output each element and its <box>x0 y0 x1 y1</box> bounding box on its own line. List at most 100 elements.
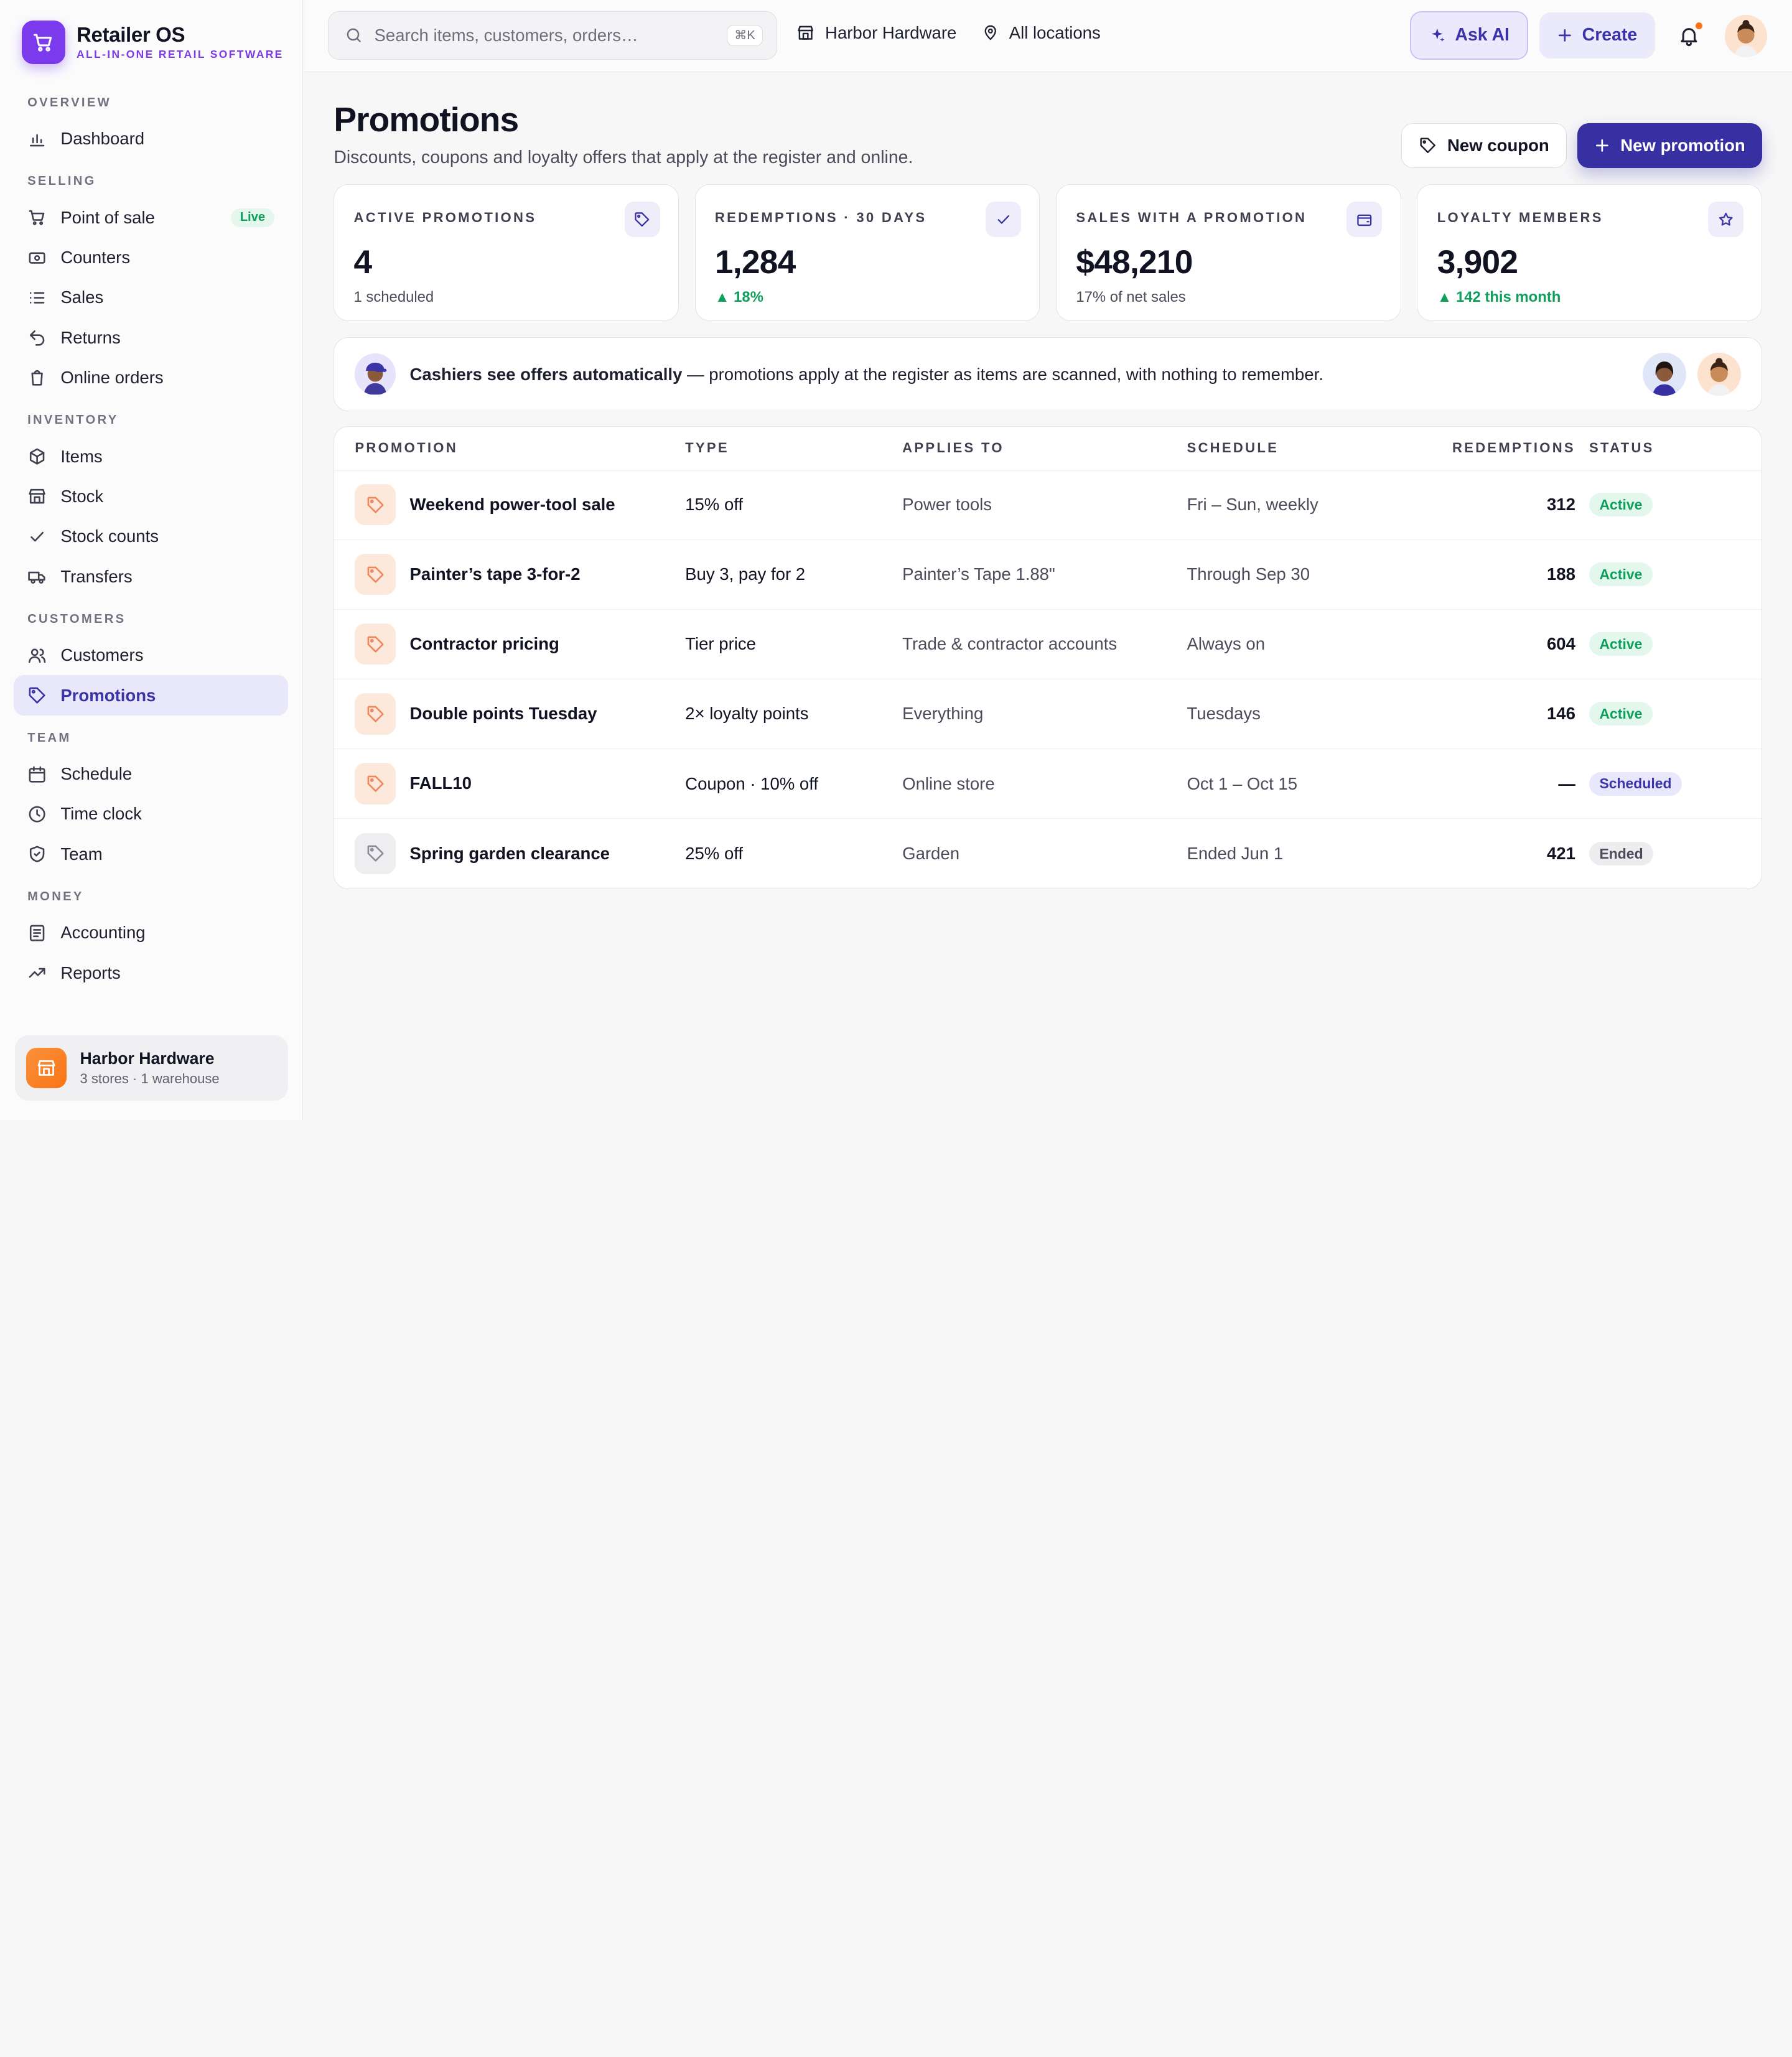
sidebar-item-dashboard[interactable]: Dashboard <box>14 119 288 159</box>
table-row[interactable]: Painter’s tape 3-for-2 Buy 3, pay for 2 Pa… <box>334 540 1762 610</box>
col-promotion[interactable]: PROMOTION <box>355 440 458 456</box>
banner-text: Cashiers see offers automatically — prom… <box>410 365 1323 385</box>
nav-section-team: TEAM <box>27 730 72 745</box>
sidebar-nav: OVERVIEW Dashboard SELLING Point of sale Liv… <box>14 94 288 993</box>
new-promotion-button[interactable]: New promotion <box>1577 123 1763 168</box>
page-title: Promotions <box>334 100 519 139</box>
promotion-type: Tier price <box>685 634 756 654</box>
sidebar-item-sales[interactable]: Sales <box>14 278 288 317</box>
stat-sub: 17% of net sales <box>1076 289 1186 306</box>
promo-tag-icon <box>355 554 396 595</box>
brand[interactable]: Retailer OS ALL-IN-ONE RETAIL SOFTWARE <box>21 21 284 64</box>
col-redemptions[interactable]: REDEMPTIONS <box>1452 440 1575 456</box>
search-icon <box>347 28 361 42</box>
sidebar-item-label: Stock <box>60 486 104 506</box>
table-body: Weekend power-tool sale 15% off Power tool… <box>334 470 1762 889</box>
store-name: Harbor Hardware <box>80 1049 215 1068</box>
table-row[interactable]: Double points Tuesday 2× loyalty points Ev… <box>334 679 1762 749</box>
promotion-name[interactable]: Spring garden clearance <box>409 844 610 864</box>
plus-icon <box>1596 139 1608 152</box>
sidebar-item-reports[interactable]: Reports <box>14 953 288 993</box>
stat-value: $48,210 <box>1076 243 1193 281</box>
tag-icon <box>367 846 384 862</box>
page-subtitle: Discounts, coupons and loyalty offers th… <box>334 147 913 167</box>
user-avatar[interactable] <box>1724 14 1767 57</box>
shortcut-hint: ⌘K <box>727 24 763 47</box>
table-row[interactable]: FALL10 Coupon · 10% off Online store Oct 1 … <box>334 749 1762 819</box>
create-button[interactable]: Create <box>1539 12 1655 58</box>
sidebar-item-accounting[interactable]: Accounting <box>14 913 288 953</box>
stat-card-redemptions-30-days: REDEMPTIONS · 30 DAYS 1,284 ▲ 18% <box>694 184 1040 322</box>
sidebar-item-label: Returns <box>60 327 121 347</box>
promotion-schedule: Fri – Sun, weekly <box>1187 495 1318 515</box>
sidebar-item-customers[interactable]: Customers <box>14 635 288 675</box>
sidebar-item-online-orders[interactable]: Online orders <box>14 358 288 398</box>
col-type[interactable]: TYPE <box>685 440 729 456</box>
promotion-name[interactable]: FALL10 <box>409 773 472 793</box>
location-selector[interactable]: All locations <box>982 23 1101 43</box>
promotion-name[interactable]: Weekend power-tool sale <box>409 495 615 515</box>
promotion-name[interactable]: Double points Tuesday <box>409 704 597 724</box>
sidebar-item-time-clock[interactable]: Time clock <box>14 794 288 834</box>
promotion-applies-to: Trade & contractor accounts <box>902 634 1118 654</box>
sidebar-item-transfers[interactable]: Transfers <box>14 556 288 596</box>
tag-icon <box>367 706 384 722</box>
store-selector[interactable]: Harbor Hardware <box>796 23 956 43</box>
notifications-button[interactable] <box>1678 21 1703 52</box>
stat-sub: ▲ 18% <box>714 289 763 306</box>
sidebar-item-label: Reports <box>60 963 121 982</box>
ask-ai-button[interactable]: Ask AI <box>1410 11 1528 60</box>
stat-icon <box>624 202 660 238</box>
store-sub: 3 stores · 1 warehouse <box>80 1070 220 1086</box>
list-icon <box>29 292 45 304</box>
stat-sub: 1 scheduled <box>353 289 434 306</box>
sidebar-item-label: Dashboard <box>60 129 145 149</box>
sidebar-item-stock-counts[interactable]: Stock counts <box>14 516 288 556</box>
sidebar-item-promotions[interactable]: Promotions <box>14 675 288 716</box>
promotion-name[interactable]: Contractor pricing <box>409 634 559 654</box>
table-row[interactable]: Contractor pricing Tier price Trade & cont… <box>334 610 1762 679</box>
col-status[interactable]: STATUS <box>1589 440 1654 456</box>
sidebar-item-counters[interactable]: Counters <box>14 238 288 278</box>
promotion-redemptions: — <box>1558 773 1575 793</box>
store-selector-label: Harbor Hardware <box>825 22 957 42</box>
info-banner: Cashiers see offers automatically — prom… <box>334 337 1763 412</box>
nav-section-overview: OVERVIEW <box>27 95 111 110</box>
sidebar-item-label: Time clock <box>60 804 142 824</box>
promotion-schedule: Oct 1 – Oct 15 <box>1187 773 1298 793</box>
sidebar-item-stock[interactable]: Stock <box>14 477 288 516</box>
star-icon <box>1719 212 1733 226</box>
check-icon <box>30 531 44 542</box>
wallet-icon <box>1357 214 1372 226</box>
search-input[interactable]: Search items, customers, orders… ⌘K <box>328 11 777 60</box>
store-switcher[interactable]: Harbor Hardware 3 stores · 1 warehouse <box>14 1035 288 1101</box>
promo-tag-icon <box>355 833 396 875</box>
sidebar-item-items[interactable]: Items <box>14 437 288 477</box>
table-row[interactable]: Weekend power-tool sale 15% off Power tool… <box>334 470 1762 540</box>
location-selector-label: All locations <box>1009 22 1101 42</box>
table-row[interactable]: Spring garden clearance 25% off Garden Ende… <box>334 819 1762 889</box>
sidebar-item-label: Point of sale <box>60 207 155 227</box>
promotion-name[interactable]: Painter’s tape 3-for-2 <box>409 564 581 584</box>
promotion-redemptions: 604 <box>1546 634 1575 654</box>
status-badge: Active <box>1589 562 1653 587</box>
tag-icon <box>367 497 384 513</box>
sidebar-item-point-of-sale[interactable]: Point of sale Live <box>14 198 288 238</box>
col-schedule[interactable]: SCHEDULE <box>1187 440 1279 456</box>
promotion-type: Buy 3, pay for 2 <box>685 564 806 584</box>
new-coupon-button[interactable]: New coupon <box>1401 123 1567 168</box>
sidebar-item-returns[interactable]: Returns <box>14 318 288 358</box>
sidebar-item-schedule[interactable]: Schedule <box>14 754 288 794</box>
sidebar-item-team[interactable]: Team <box>14 834 288 874</box>
table-header: PROMOTION TYPE APPLIES TO SCHEDULE REDEM… <box>334 427 1762 470</box>
sidebar-item-label: Accounting <box>60 923 146 943</box>
promotion-type: 15% off <box>685 495 744 515</box>
tag-icon <box>367 566 384 583</box>
col-applies-to[interactable]: APPLIES TO <box>902 440 1004 456</box>
users-icon <box>29 648 46 663</box>
topbar: Search items, customers, orders… ⌘K Harb… <box>304 0 1792 72</box>
promotion-applies-to: Power tools <box>902 495 992 515</box>
stat-label: SALES WITH A PROMOTION <box>1076 210 1307 226</box>
bar-chart-icon <box>29 134 45 146</box>
promotion-applies-to: Garden <box>902 844 960 864</box>
